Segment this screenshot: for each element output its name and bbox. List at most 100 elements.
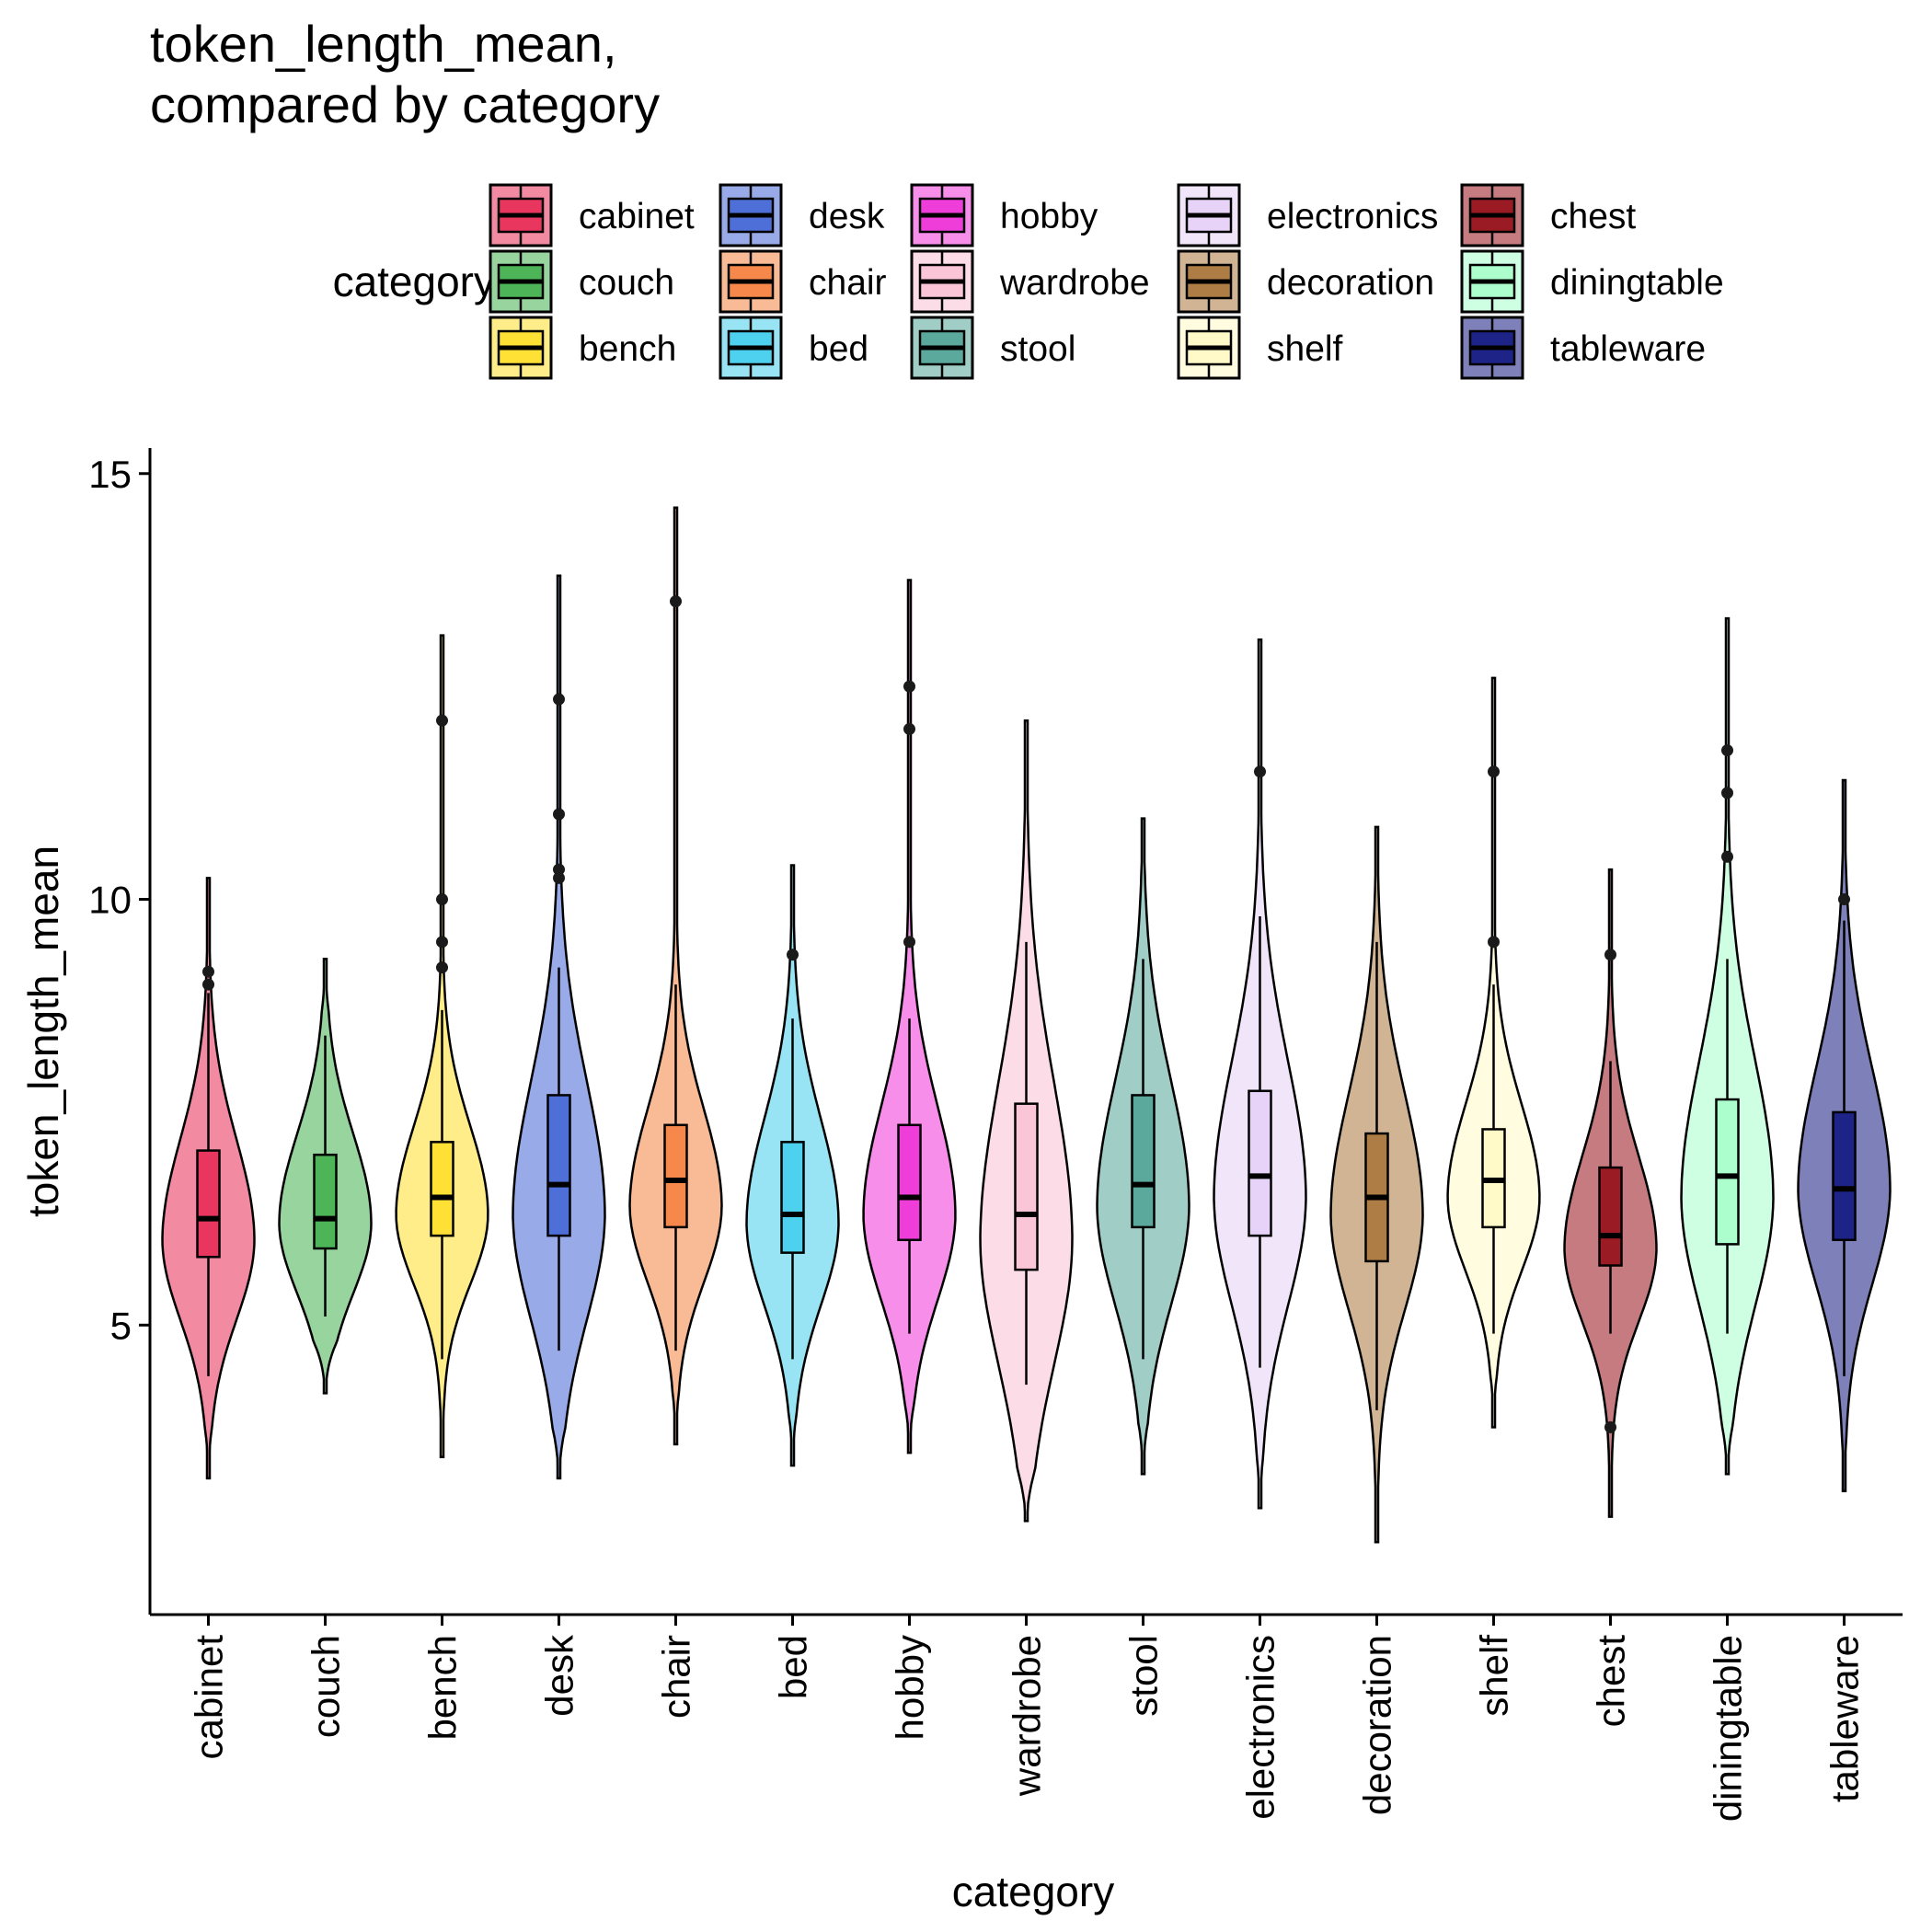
x-tick-label: wardrobe: [1006, 1635, 1049, 1797]
violin-shape: [628, 506, 723, 1446]
outlier-point: [1488, 936, 1500, 949]
box-iqr: [546, 1094, 571, 1237]
box-iqr: [1014, 1102, 1039, 1271]
outlier-point: [436, 961, 448, 974]
legend-label: cabinet: [579, 197, 695, 236]
outlier-point: [1838, 893, 1850, 906]
violin-wardrobe: [979, 719, 1074, 1523]
outlier-point: [202, 965, 214, 978]
legend-label: stool: [1000, 329, 1075, 369]
violin-diningtable: [1680, 616, 1775, 1476]
legend-item-chair: chair: [719, 249, 887, 314]
violin-chest: [1563, 868, 1658, 1518]
outlier-point: [1721, 744, 1733, 757]
violin-electronics: [1213, 638, 1307, 1510]
outlier-point: [553, 863, 565, 876]
y-tick-label: 5: [110, 1304, 132, 1347]
outlier-point: [553, 871, 565, 884]
outlier-point: [903, 722, 915, 735]
violin-tableware: [1797, 778, 1892, 1493]
legend-label: bed: [809, 329, 868, 369]
box-iqr: [780, 1141, 805, 1254]
outlier-point: [1721, 787, 1733, 799]
outlier-point: [436, 893, 448, 906]
axes: category token_length_mean 5 10 15 cabinet c…: [19, 448, 1903, 1915]
outlier-point: [553, 808, 565, 821]
x-tick-label: stool: [1122, 1635, 1166, 1717]
x-tick-label: bed: [772, 1635, 815, 1699]
legend-item-bed: bed: [719, 316, 868, 380]
legend-label: chair: [809, 263, 887, 303]
x-tick-label: chest: [1590, 1635, 1633, 1728]
violin-cabinet: [161, 877, 256, 1480]
outlier-point: [1604, 949, 1616, 961]
legend-item-hobby: hobby: [910, 183, 1098, 247]
box-iqr: [1131, 1094, 1156, 1229]
outlier-point: [553, 693, 565, 706]
legend-label: wardrobe: [999, 263, 1150, 303]
legend-label: shelf: [1267, 329, 1343, 369]
legend-label: bench: [579, 329, 676, 369]
y-tick-label: 15: [88, 453, 132, 496]
outlier-point: [1604, 1420, 1616, 1433]
outlier-point: [202, 978, 214, 991]
x-axis-title: category: [952, 1868, 1114, 1915]
violin-shape: [862, 579, 957, 1455]
legend-item-stool: stool: [910, 316, 1075, 380]
x-tick-label: shelf: [1473, 1635, 1516, 1717]
legend-title: category: [333, 258, 495, 305]
box-iqr: [313, 1153, 338, 1250]
legend-label: chest: [1550, 197, 1636, 236]
box-iqr: [663, 1123, 688, 1229]
outlier-point: [787, 949, 799, 961]
x-tick-label: cabinet: [188, 1635, 231, 1760]
box-iqr: [196, 1149, 221, 1259]
y-tick-label: 10: [88, 879, 132, 922]
x-tick-label: decoration: [1356, 1635, 1399, 1815]
violin-hobby: [862, 579, 957, 1455]
violin-stool: [1096, 817, 1190, 1476]
outlier-point: [670, 595, 682, 608]
violin-shelf: [1446, 676, 1541, 1429]
outlier-point: [1254, 765, 1266, 778]
x-tick-label: couch: [305, 1635, 348, 1738]
violin-bed: [745, 864, 840, 1467]
legend-item-shelf: shelf: [1177, 316, 1343, 380]
legend-label: couch: [579, 263, 674, 303]
legend-item-couch: couch: [489, 249, 674, 314]
legend-label: tableware: [1550, 329, 1706, 369]
legend-label: hobby: [1000, 197, 1098, 236]
box-iqr: [430, 1141, 454, 1237]
legend-item-decoration: decoration: [1177, 249, 1434, 314]
outlier-point: [903, 936, 915, 949]
box-iqr: [1832, 1110, 1857, 1242]
legend-item-diningtable: diningtable: [1460, 249, 1724, 314]
outlier-point: [1721, 850, 1733, 863]
y-axis-title: token_length_mean: [19, 845, 67, 1217]
box-iqr: [1715, 1098, 1740, 1246]
legend-item-desk: desk: [719, 183, 885, 247]
x-tick-label: electronics: [1239, 1635, 1282, 1820]
violin-decoration: [1329, 825, 1424, 1544]
violin-chair: [628, 506, 723, 1446]
legend-label: decoration: [1267, 263, 1434, 303]
violin-bench: [395, 634, 489, 1459]
x-tick-label: chair: [655, 1635, 698, 1719]
x-tick-label: tableware: [1823, 1635, 1867, 1802]
box-iqr: [897, 1123, 922, 1242]
x-tick-label: bench: [421, 1635, 465, 1740]
chart-title-line-1: token_length_mean,: [150, 15, 617, 73]
outlier-point: [436, 936, 448, 949]
chart-title: token_length_mean, compared by category: [150, 15, 660, 133]
legend: category cabinet couch bench desk chair bed ho…: [333, 183, 1724, 380]
legend-item-bench: bench: [489, 316, 676, 380]
violin-desk: [512, 574, 606, 1480]
legend-label: electronics: [1267, 197, 1438, 236]
legend-item-cabinet: cabinet: [489, 183, 695, 247]
legend-item-tableware: tableware: [1460, 316, 1706, 380]
violin-couch: [278, 958, 373, 1395]
legend-label: desk: [809, 197, 885, 236]
x-tick-label: hobby: [889, 1635, 932, 1740]
box-iqr: [1598, 1166, 1623, 1267]
x-tick-label: diningtable: [1707, 1635, 1750, 1822]
